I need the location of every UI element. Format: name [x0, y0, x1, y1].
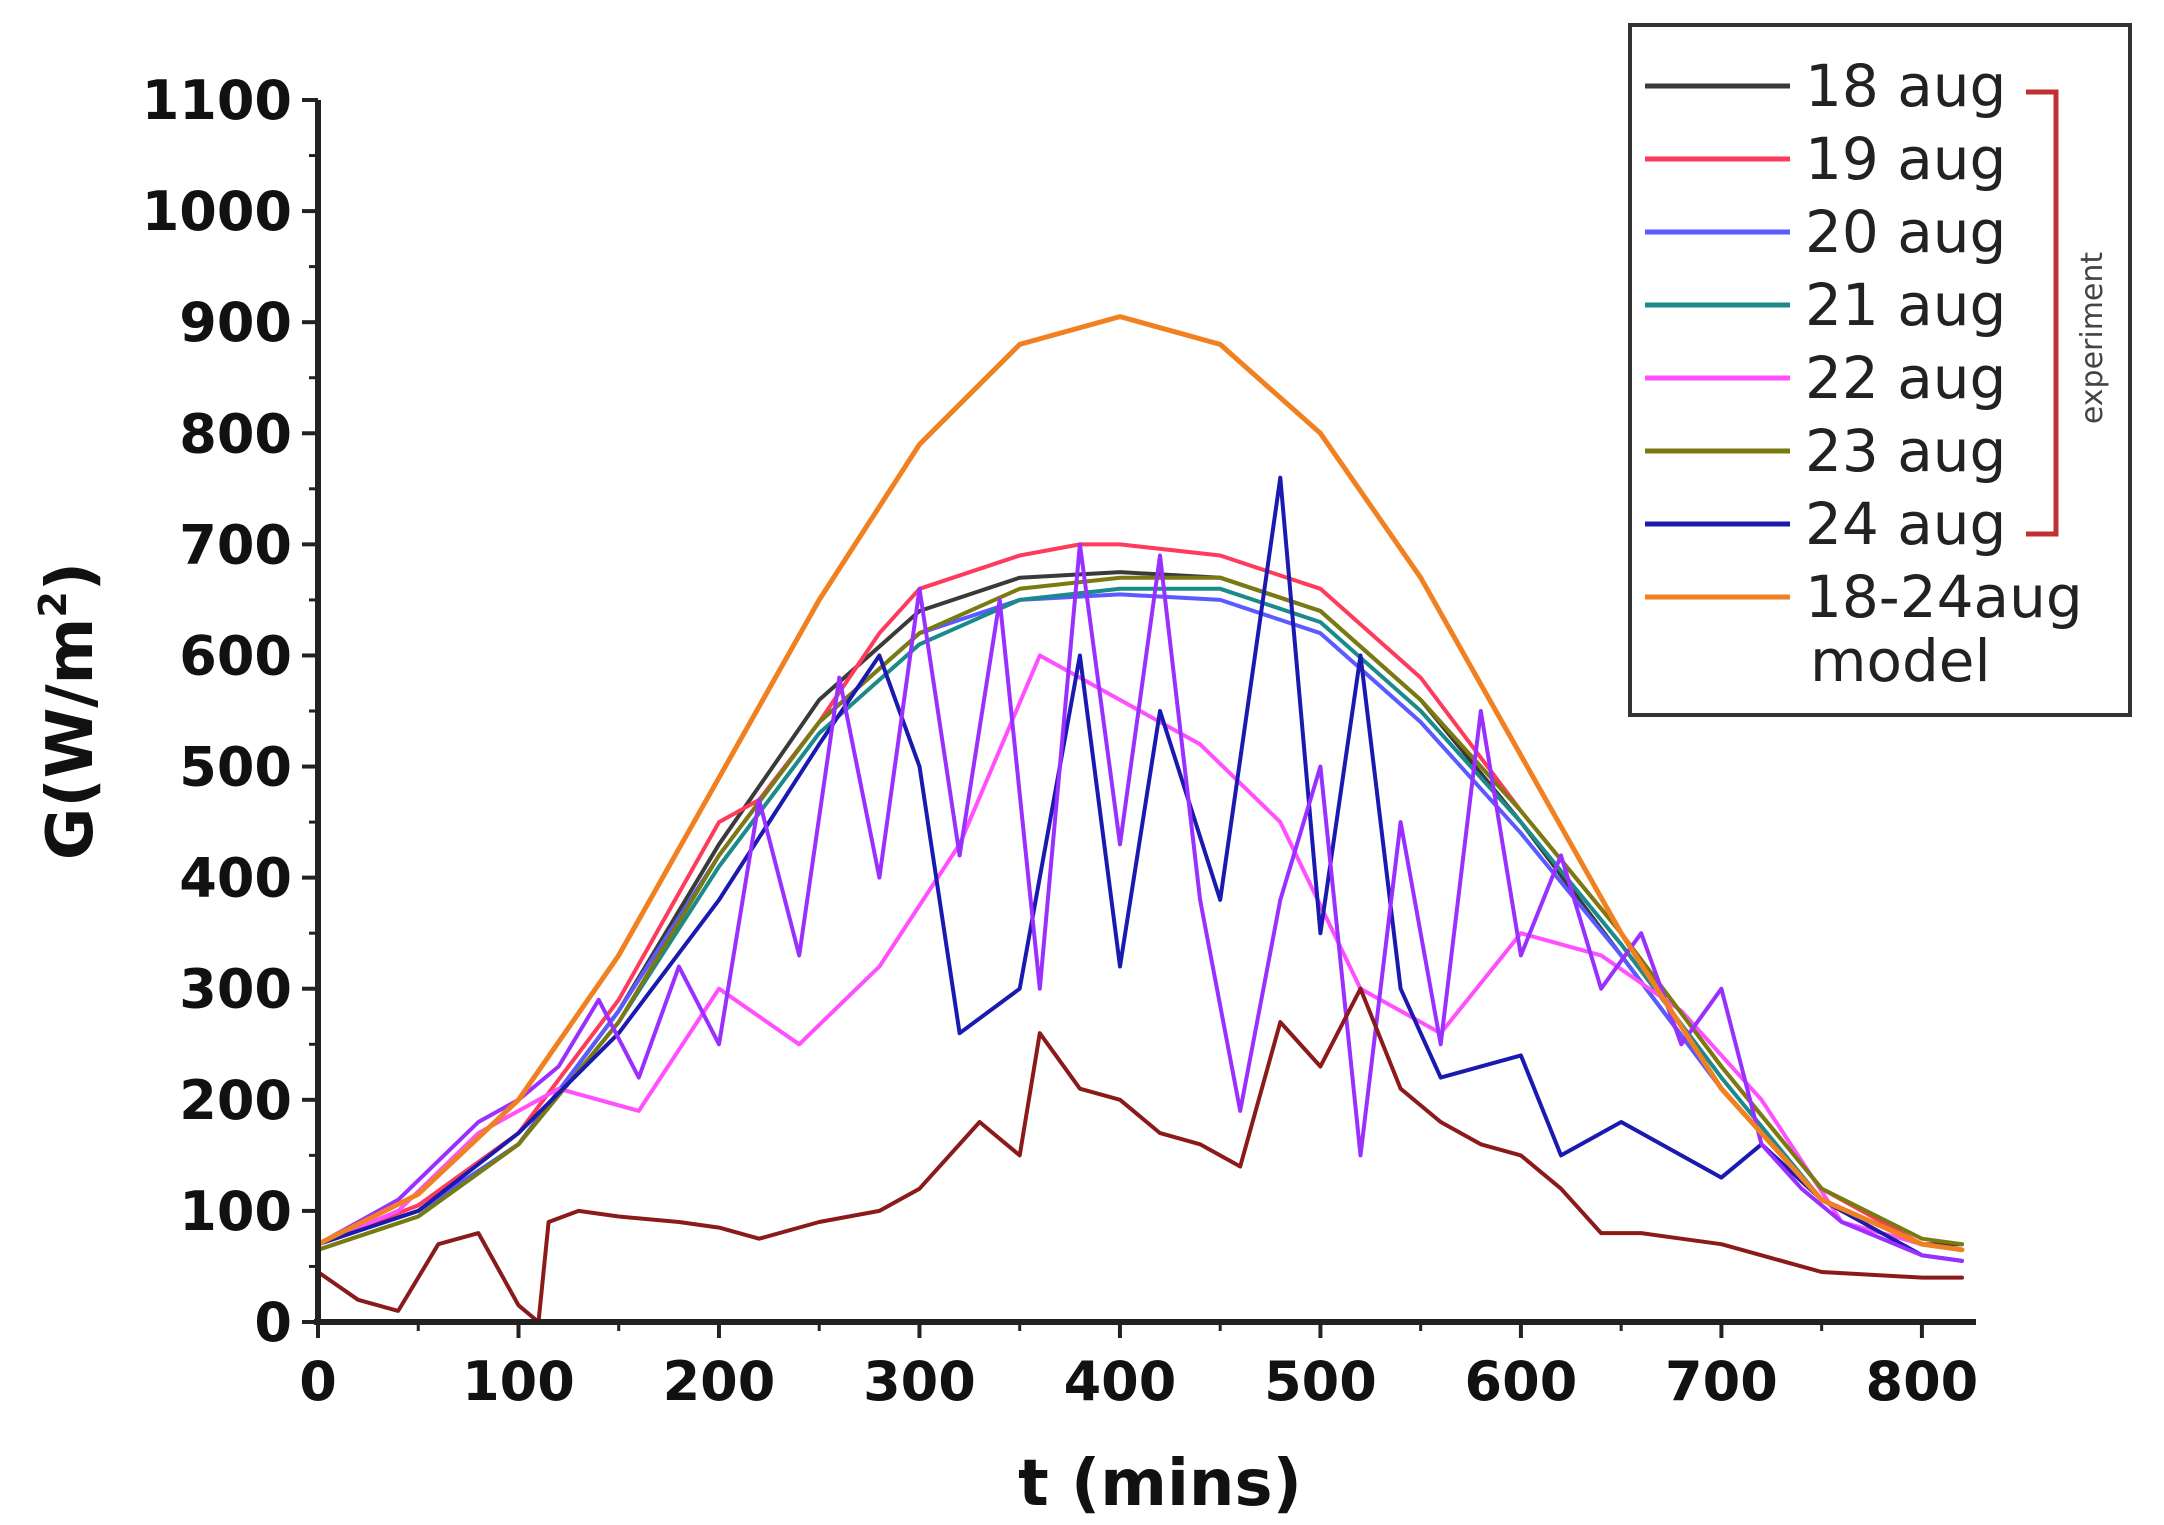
series-line-23-aug — [316, 575, 1964, 1252]
x-axis-title: t (mins) — [1018, 1447, 1302, 1521]
x-tick-label: 0 — [299, 1350, 337, 1413]
x-tick-label: 100 — [462, 1350, 575, 1413]
series-line-22-aug — [316, 653, 1964, 1252]
y-axis-title-close: ) — [34, 562, 108, 591]
legend-box — [1628, 23, 2132, 717]
experiment-bracket — [2026, 89, 2059, 537]
y-tick-label: 100 — [179, 1180, 292, 1243]
y-tick-label: 900 — [179, 291, 292, 354]
legend-label-23-aug: 23 aug — [1805, 417, 2006, 485]
legend-label-22-aug: 22 aug — [1805, 344, 2006, 412]
y-axis-title: G(W/m2) — [31, 562, 108, 860]
legend-label-line2: model — [1810, 627, 1991, 695]
y-tick-label: 200 — [179, 1069, 292, 1132]
tick-labels: 0 100 200 300 400 500 600 700 800 900 1000 1100 0 100… — [142, 69, 1979, 1413]
y-axis-title-superscript: 2 — [31, 591, 75, 617]
series-line-darkred-overlay — [316, 986, 1964, 1324]
legend-label-19-aug: 19 aug — [1805, 125, 2006, 193]
plot-lines — [315, 314, 1965, 1324]
y-tick-label: 400 — [179, 847, 292, 910]
y-axis-title-main: G(W/m — [34, 618, 108, 860]
legend-label-24-aug: 24 aug — [1805, 490, 2006, 558]
y-tick-label: 500 — [179, 736, 292, 799]
x-tick-label: 600 — [1465, 1350, 1578, 1413]
y-tick-label: 800 — [179, 402, 292, 465]
ticks — [302, 98, 1924, 1338]
y-tick-label: 300 — [179, 958, 292, 1021]
x-tick-label: 300 — [863, 1350, 976, 1413]
y-tick-label: 1000 — [142, 180, 292, 243]
x-tick-label: 400 — [1064, 1350, 1177, 1413]
y-tick-label: 700 — [179, 513, 292, 576]
experiment-bracket-label: experiment — [2075, 252, 2110, 425]
legend-label-18-24aug: 18-24aug — [1805, 563, 2083, 631]
x-tick-label: 200 — [663, 1350, 776, 1413]
y-tick-label: 600 — [179, 624, 292, 687]
legend-label-18-aug: 18 aug — [1805, 52, 2006, 120]
x-tick-label: 800 — [1866, 1350, 1979, 1413]
legend-label-21-aug: 21 aug — [1805, 271, 2006, 339]
legend-label-20-aug: 20 aug — [1805, 198, 2006, 266]
y-tick-label: 1100 — [142, 69, 292, 132]
series-line-18-24aug — [315, 314, 1965, 1253]
x-tick-label: 700 — [1665, 1350, 1778, 1413]
x-tick-label: 500 — [1264, 1350, 1377, 1413]
y-tick-label: 0 — [254, 1291, 292, 1354]
